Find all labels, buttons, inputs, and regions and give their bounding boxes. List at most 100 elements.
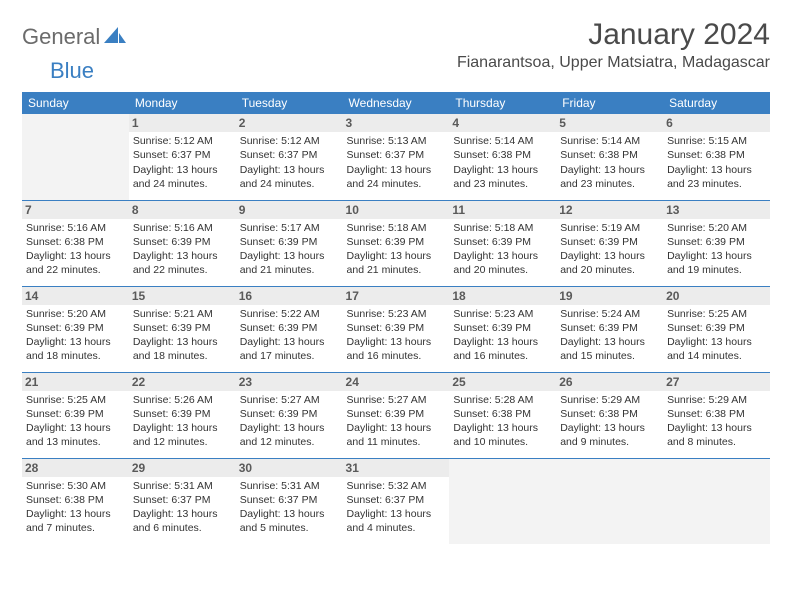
- day-number: 10: [343, 201, 450, 219]
- weekday-header: Friday: [556, 92, 663, 114]
- dl2-text: and 10 minutes.: [453, 435, 552, 449]
- day-number: 8: [129, 201, 236, 219]
- sunset-text: Sunset: 6:38 PM: [667, 148, 766, 162]
- dl2-text: and 20 minutes.: [453, 263, 552, 277]
- dl1-text: Daylight: 13 hours: [347, 249, 446, 263]
- weekday-header: Thursday: [449, 92, 556, 114]
- day-number: 12: [556, 201, 663, 219]
- dl2-text: and 18 minutes.: [133, 349, 232, 363]
- day-number: 26: [556, 373, 663, 391]
- day-number: 4: [449, 114, 556, 132]
- calendar-day-cell: 26Sunrise: 5:29 AMSunset: 6:38 PMDayligh…: [556, 372, 663, 458]
- day-number: 23: [236, 373, 343, 391]
- calendar-day-cell: 28Sunrise: 5:30 AMSunset: 6:38 PMDayligh…: [22, 458, 129, 544]
- dl1-text: Daylight: 13 hours: [347, 163, 446, 177]
- sunrise-text: Sunrise: 5:28 AM: [453, 393, 552, 407]
- sunset-text: Sunset: 6:37 PM: [240, 148, 339, 162]
- day-number: 28: [22, 459, 129, 477]
- sunset-text: Sunset: 6:38 PM: [26, 493, 125, 507]
- sunset-text: Sunset: 6:39 PM: [667, 235, 766, 249]
- calendar-day-cell: 14Sunrise: 5:20 AMSunset: 6:39 PMDayligh…: [22, 286, 129, 372]
- sunrise-text: Sunrise: 5:21 AM: [133, 307, 232, 321]
- sunrise-text: Sunrise: 5:25 AM: [26, 393, 125, 407]
- sunset-text: Sunset: 6:38 PM: [560, 407, 659, 421]
- day-number: 27: [663, 373, 770, 391]
- sunset-text: Sunset: 6:38 PM: [453, 407, 552, 421]
- dl2-text: and 4 minutes.: [347, 521, 446, 535]
- dl2-text: and 8 minutes.: [667, 435, 766, 449]
- dl1-text: Daylight: 13 hours: [133, 163, 232, 177]
- month-title: January 2024: [457, 18, 770, 52]
- weekday-header: Sunday: [22, 92, 129, 114]
- dl2-text: and 12 minutes.: [240, 435, 339, 449]
- dl1-text: Daylight: 13 hours: [347, 507, 446, 521]
- dl2-text: and 14 minutes.: [667, 349, 766, 363]
- sunset-text: Sunset: 6:38 PM: [560, 148, 659, 162]
- sunset-text: Sunset: 6:37 PM: [347, 493, 446, 507]
- dl1-text: Daylight: 13 hours: [240, 507, 339, 521]
- sunset-text: Sunset: 6:37 PM: [133, 493, 232, 507]
- sunrise-text: Sunrise: 5:20 AM: [667, 221, 766, 235]
- calendar-week-row: 21Sunrise: 5:25 AMSunset: 6:39 PMDayligh…: [22, 372, 770, 458]
- calendar-day-cell: [22, 114, 129, 200]
- sunset-text: Sunset: 6:39 PM: [240, 407, 339, 421]
- dl1-text: Daylight: 13 hours: [26, 507, 125, 521]
- dl1-text: Daylight: 13 hours: [453, 249, 552, 263]
- weekday-header-row: Sunday Monday Tuesday Wednesday Thursday…: [22, 92, 770, 114]
- title-block: January 2024 Fianarantsoa, Upper Matsiat…: [457, 18, 770, 72]
- sunset-text: Sunset: 6:39 PM: [133, 321, 232, 335]
- calendar-day-cell: 6Sunrise: 5:15 AMSunset: 6:38 PMDaylight…: [663, 114, 770, 200]
- sunset-text: Sunset: 6:39 PM: [347, 321, 446, 335]
- dl1-text: Daylight: 13 hours: [240, 249, 339, 263]
- day-number: 17: [343, 287, 450, 305]
- calendar-day-cell: [449, 458, 556, 544]
- day-number: 25: [449, 373, 556, 391]
- dl2-text: and 23 minutes.: [667, 177, 766, 191]
- brand-logo: General: [22, 18, 128, 50]
- sunrise-text: Sunrise: 5:31 AM: [133, 479, 232, 493]
- calendar-day-cell: 13Sunrise: 5:20 AMSunset: 6:39 PMDayligh…: [663, 200, 770, 286]
- sunrise-text: Sunrise: 5:12 AM: [240, 134, 339, 148]
- dl2-text: and 16 minutes.: [453, 349, 552, 363]
- dl2-text: and 21 minutes.: [347, 263, 446, 277]
- dl2-text: and 24 minutes.: [347, 177, 446, 191]
- brand-text-1: General: [22, 24, 100, 50]
- calendar-week-row: 14Sunrise: 5:20 AMSunset: 6:39 PMDayligh…: [22, 286, 770, 372]
- dl1-text: Daylight: 13 hours: [347, 335, 446, 349]
- dl1-text: Daylight: 13 hours: [133, 507, 232, 521]
- calendar-day-cell: [663, 458, 770, 544]
- weekday-header: Monday: [129, 92, 236, 114]
- calendar-week-row: 28Sunrise: 5:30 AMSunset: 6:38 PMDayligh…: [22, 458, 770, 544]
- sunrise-text: Sunrise: 5:29 AM: [667, 393, 766, 407]
- dl2-text: and 6 minutes.: [133, 521, 232, 535]
- day-number: 22: [129, 373, 236, 391]
- sunset-text: Sunset: 6:38 PM: [453, 148, 552, 162]
- day-number: 3: [343, 114, 450, 132]
- calendar-day-cell: 7Sunrise: 5:16 AMSunset: 6:38 PMDaylight…: [22, 200, 129, 286]
- sunrise-text: Sunrise: 5:31 AM: [240, 479, 339, 493]
- calendar-day-cell: 17Sunrise: 5:23 AMSunset: 6:39 PMDayligh…: [343, 286, 450, 372]
- day-number: 15: [129, 287, 236, 305]
- dl2-text: and 23 minutes.: [560, 177, 659, 191]
- sunrise-text: Sunrise: 5:12 AM: [133, 134, 232, 148]
- sunrise-text: Sunrise: 5:26 AM: [133, 393, 232, 407]
- calendar-day-cell: 27Sunrise: 5:29 AMSunset: 6:38 PMDayligh…: [663, 372, 770, 458]
- calendar-day-cell: 21Sunrise: 5:25 AMSunset: 6:39 PMDayligh…: [22, 372, 129, 458]
- sunset-text: Sunset: 6:39 PM: [26, 321, 125, 335]
- dl2-text: and 22 minutes.: [26, 263, 125, 277]
- day-number: 1: [129, 114, 236, 132]
- day-number: 18: [449, 287, 556, 305]
- sunrise-text: Sunrise: 5:18 AM: [453, 221, 552, 235]
- location-subtitle: Fianarantsoa, Upper Matsiatra, Madagasca…: [457, 54, 770, 72]
- dl2-text: and 24 minutes.: [240, 177, 339, 191]
- dl2-text: and 17 minutes.: [240, 349, 339, 363]
- calendar-day-cell: 20Sunrise: 5:25 AMSunset: 6:39 PMDayligh…: [663, 286, 770, 372]
- dl1-text: Daylight: 13 hours: [26, 249, 125, 263]
- day-number: 13: [663, 201, 770, 219]
- sunrise-text: Sunrise: 5:27 AM: [240, 393, 339, 407]
- calendar-day-cell: 19Sunrise: 5:24 AMSunset: 6:39 PMDayligh…: [556, 286, 663, 372]
- sunset-text: Sunset: 6:39 PM: [560, 321, 659, 335]
- dl1-text: Daylight: 13 hours: [240, 421, 339, 435]
- dl1-text: Daylight: 13 hours: [240, 163, 339, 177]
- calendar-day-cell: 22Sunrise: 5:26 AMSunset: 6:39 PMDayligh…: [129, 372, 236, 458]
